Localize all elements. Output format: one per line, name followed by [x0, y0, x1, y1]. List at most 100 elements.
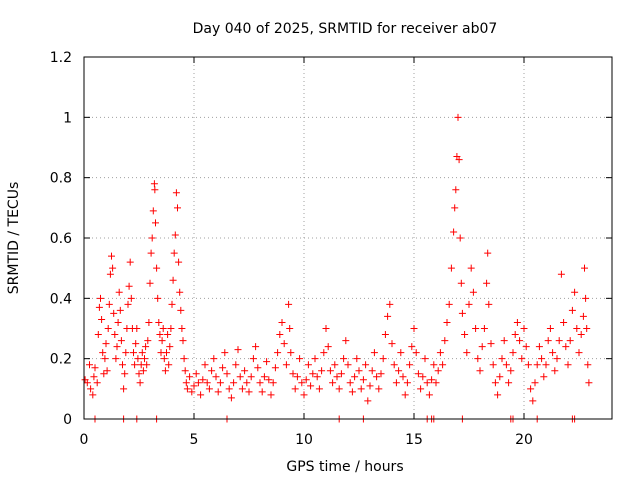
data-point [555, 337, 563, 345]
data-point [342, 337, 350, 345]
plot-frame [83, 56, 613, 420]
data-point [410, 325, 418, 332]
data-point [146, 279, 154, 287]
data-point [362, 361, 370, 369]
data-point [311, 355, 319, 363]
data-point [324, 343, 332, 351]
data-point [451, 204, 459, 212]
data-point [540, 373, 548, 381]
data-point [304, 361, 312, 369]
data-point [331, 361, 339, 369]
data-point [491, 379, 499, 387]
data-point [351, 373, 359, 381]
data-point [124, 300, 132, 308]
data-point [260, 373, 268, 381]
grid-lines [84, 57, 612, 419]
data-point [359, 376, 367, 384]
data-point [121, 370, 129, 378]
data-point [113, 343, 121, 351]
y-tick-label: 0 [63, 412, 72, 428]
data-point [568, 306, 576, 314]
y-tick-label: 0.8 [50, 171, 72, 187]
data-point [370, 349, 378, 357]
data-point [340, 355, 348, 363]
data-point [399, 373, 407, 381]
data-point [302, 376, 310, 384]
data-point [147, 249, 155, 257]
data-point [524, 361, 532, 369]
data-point [447, 264, 455, 272]
data-point [190, 382, 198, 390]
y-tick-label: 0.4 [50, 291, 72, 307]
data-point [227, 394, 235, 402]
data-point [138, 349, 146, 357]
data-point [487, 340, 495, 348]
data-point [161, 367, 169, 375]
data-point [585, 379, 593, 387]
data-point [181, 367, 189, 375]
data-point [298, 379, 306, 387]
data-point [291, 385, 299, 393]
data-point [505, 379, 513, 387]
data-point [132, 340, 140, 348]
data-point [216, 379, 224, 387]
data-point [175, 258, 183, 266]
y-tick-label: 0.2 [50, 352, 72, 368]
data-point [232, 361, 240, 369]
data-point [105, 300, 113, 308]
data-point [553, 355, 561, 363]
data-point [439, 361, 447, 369]
data-point [502, 361, 510, 369]
data-point [318, 367, 326, 375]
data-point [169, 276, 177, 284]
data-point [278, 318, 286, 326]
data-point [186, 373, 194, 381]
data-point [116, 306, 124, 314]
data-point [390, 361, 398, 369]
axis-ticks: 0 0.2 0.4 0.6 0.8 1 1.2 0 5 10 15 20 [50, 50, 612, 448]
data-point [474, 355, 482, 363]
data-point [143, 361, 151, 369]
data-point [436, 349, 444, 357]
data-point [265, 376, 273, 384]
data-point [252, 343, 260, 351]
data-point [256, 379, 264, 387]
data-point [571, 288, 579, 296]
data-point [513, 318, 521, 326]
data-point [101, 355, 109, 363]
data-point [381, 331, 389, 339]
data-point [83, 379, 91, 387]
data-point [93, 379, 101, 387]
data-point [86, 361, 93, 369]
data-point [408, 343, 416, 351]
data-point [551, 367, 559, 375]
data-point [375, 385, 383, 393]
data-point [158, 337, 166, 345]
data-point [94, 331, 102, 339]
data-point [221, 349, 229, 357]
data-point [542, 361, 550, 369]
data-point [103, 367, 111, 375]
data-point [125, 282, 133, 290]
data-point [164, 331, 172, 339]
data-point [258, 388, 266, 396]
data-point [457, 279, 465, 287]
data-point [165, 361, 173, 369]
data-point [106, 270, 114, 278]
data-point [549, 349, 557, 357]
data-point [484, 249, 492, 257]
data-point [509, 349, 517, 357]
data-point [97, 294, 104, 302]
data-point [183, 385, 191, 393]
data-point [122, 349, 130, 357]
data-point [91, 364, 99, 372]
data-point [223, 370, 231, 378]
data-point [529, 397, 537, 405]
data-point [581, 264, 588, 272]
data-point [171, 231, 179, 239]
data-point [102, 340, 110, 348]
x-axis-label: GPS time / hours [286, 459, 403, 475]
data-point [271, 364, 279, 372]
data-point [100, 370, 108, 378]
